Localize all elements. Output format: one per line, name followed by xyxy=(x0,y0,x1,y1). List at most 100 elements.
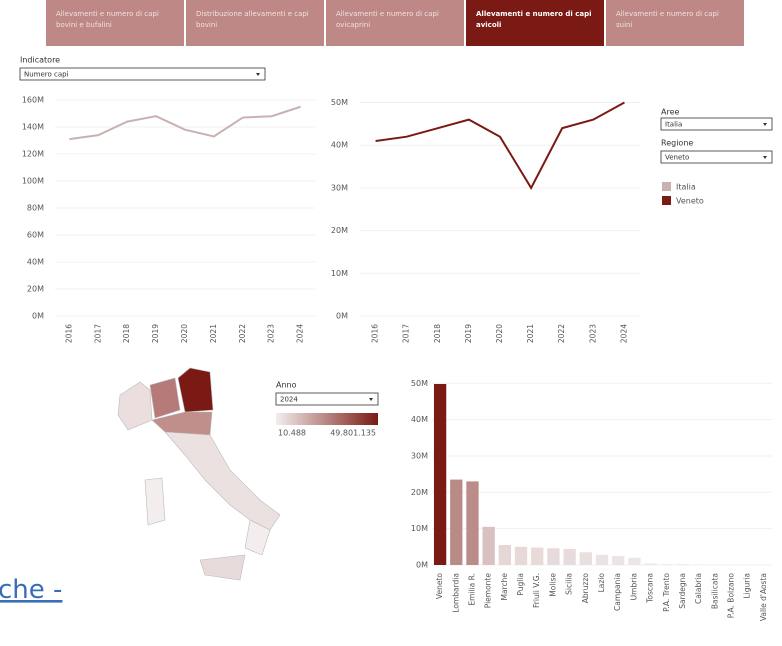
x-tick-label: Molise xyxy=(548,573,557,597)
legend-swatch xyxy=(662,196,671,205)
map-region xyxy=(200,555,245,580)
y-tick-label: 0M xyxy=(32,312,44,321)
bar xyxy=(563,549,575,565)
y-tick-label: 80M xyxy=(27,204,44,213)
x-tick-label: Lazio xyxy=(597,573,606,593)
x-tick-label: Valle d'Aosta xyxy=(759,573,768,621)
line xyxy=(69,107,300,139)
x-tick-label: 2023 xyxy=(588,324,597,343)
bar xyxy=(547,548,559,565)
bar xyxy=(434,384,446,565)
y-tick-label: 140M xyxy=(22,123,44,132)
y-tick-label: 20M xyxy=(411,488,428,497)
legend-label: Italia xyxy=(676,183,696,192)
x-tick-label: Toscana xyxy=(646,573,655,604)
x-tick-label: 2016 xyxy=(371,324,380,343)
x-tick-label: Abruzzo xyxy=(581,573,590,604)
bar xyxy=(612,556,624,565)
bar xyxy=(483,527,495,565)
y-tick-label: 160M xyxy=(22,96,44,105)
y-tick-label: 60M xyxy=(27,231,44,240)
x-tick-label: Calabria xyxy=(694,573,703,604)
bar xyxy=(531,548,543,565)
map-region xyxy=(145,478,165,525)
x-tick-label: 2017 xyxy=(93,324,102,343)
x-tick-label: 2016 xyxy=(64,324,73,343)
x-tick-label: 2023 xyxy=(267,324,276,343)
x-tick-label: Liguria xyxy=(743,573,752,599)
x-tick-label: 2018 xyxy=(122,324,131,343)
x-tick-label: Piemonte xyxy=(484,573,493,609)
x-tick-label: Marche xyxy=(500,573,509,601)
y-tick-label: 120M xyxy=(22,150,44,159)
x-tick-label: Puglia xyxy=(516,573,525,596)
y-tick-label: 40M xyxy=(411,415,428,424)
x-tick-label: 2022 xyxy=(238,324,247,343)
x-tick-label: Veneto xyxy=(435,573,444,599)
y-tick-label: 20M xyxy=(27,285,44,294)
dropdown-value: Italia xyxy=(665,121,682,129)
x-tick-label: P.A. Trento xyxy=(662,573,671,612)
x-tick-label: Sicilia xyxy=(565,573,574,595)
y-tick-label: 10M xyxy=(411,524,428,533)
indicator-label: Indicatore xyxy=(20,56,60,65)
x-tick-label: 2022 xyxy=(557,324,566,343)
map-region xyxy=(150,378,180,418)
map-region xyxy=(165,432,280,530)
bar xyxy=(515,547,527,565)
regione-dropdown[interactable]: Veneto xyxy=(661,151,772,163)
x-tick-label: 2024 xyxy=(619,324,628,343)
x-tick-label: Umbria xyxy=(629,573,638,600)
y-tick-label: 0M xyxy=(336,312,348,321)
x-tick-label: Friuli V.G. xyxy=(532,573,541,608)
y-tick-label: 0M xyxy=(416,561,428,570)
x-tick-label: 2021 xyxy=(526,324,535,343)
color-legend-bar xyxy=(276,413,378,425)
y-tick-label: 30M xyxy=(411,451,428,460)
dropdown-value: Numero capi xyxy=(24,71,69,79)
bar xyxy=(450,480,462,565)
dropdown-value: 2024 xyxy=(280,396,298,404)
x-tick-label: 2017 xyxy=(402,324,411,343)
legend-max: 49.801.135 xyxy=(330,429,376,438)
bar xyxy=(693,564,705,565)
x-tick-label: Emilia R. xyxy=(467,573,476,606)
y-tick-label: 40M xyxy=(331,141,348,150)
legend-swatch xyxy=(662,182,671,191)
legend-label: Veneto xyxy=(676,197,704,206)
x-tick-label: 2020 xyxy=(495,324,504,343)
map-region xyxy=(178,368,213,412)
y-tick-label: 10M xyxy=(331,269,348,278)
x-tick-label: Lombardia xyxy=(451,573,460,613)
bar xyxy=(628,558,640,565)
anno-dropdown[interactable]: 2024 xyxy=(276,393,378,405)
x-tick-label: 2018 xyxy=(433,324,442,343)
anno-label: Anno xyxy=(276,381,297,390)
aree-label: Aree xyxy=(661,108,680,117)
bar xyxy=(596,555,608,565)
bar xyxy=(644,563,656,565)
bar xyxy=(677,564,689,565)
y-tick-label: 20M xyxy=(331,226,348,235)
y-tick-label: 50M xyxy=(411,379,428,388)
link-text[interactable]: che - xyxy=(0,575,62,605)
legend-min: 10.488 xyxy=(278,429,306,438)
x-tick-label: 2024 xyxy=(296,324,305,343)
y-tick-label: 50M xyxy=(331,98,348,107)
bar xyxy=(499,545,511,565)
bar xyxy=(580,552,592,565)
italy-map xyxy=(118,368,280,580)
bar xyxy=(466,481,478,565)
aree-dropdown[interactable]: Italia xyxy=(661,118,772,130)
indicator-dropdown[interactable]: Numero capi xyxy=(20,68,265,80)
map-region xyxy=(118,382,152,430)
dropdown-value: Veneto xyxy=(665,154,689,162)
y-tick-label: 100M xyxy=(22,177,44,186)
x-tick-label: 2019 xyxy=(151,324,160,343)
y-tick-label: 30M xyxy=(331,183,348,192)
x-tick-label: Sardegna xyxy=(678,573,687,609)
x-tick-label: 2020 xyxy=(180,324,189,343)
bar xyxy=(661,564,673,565)
